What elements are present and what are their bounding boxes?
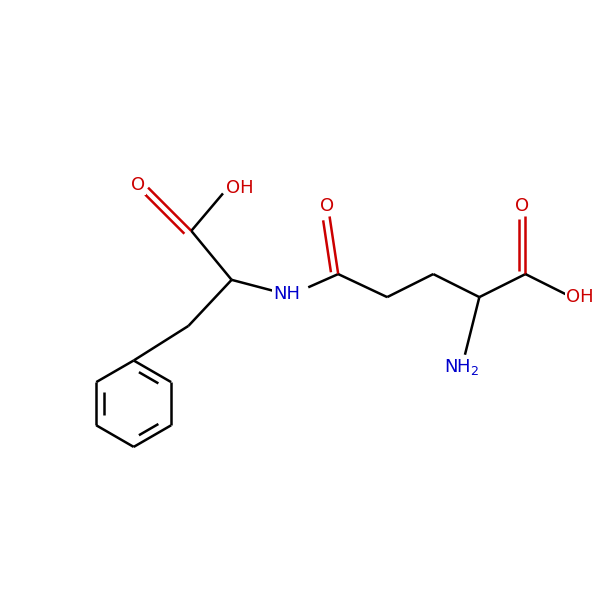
Text: NH: NH: [273, 285, 300, 303]
Text: O: O: [320, 197, 334, 215]
Text: O: O: [131, 176, 145, 194]
Text: OH: OH: [566, 288, 594, 306]
Text: OH: OH: [226, 179, 254, 197]
Text: NH$_2$: NH$_2$: [445, 358, 480, 377]
Text: O: O: [515, 197, 530, 215]
